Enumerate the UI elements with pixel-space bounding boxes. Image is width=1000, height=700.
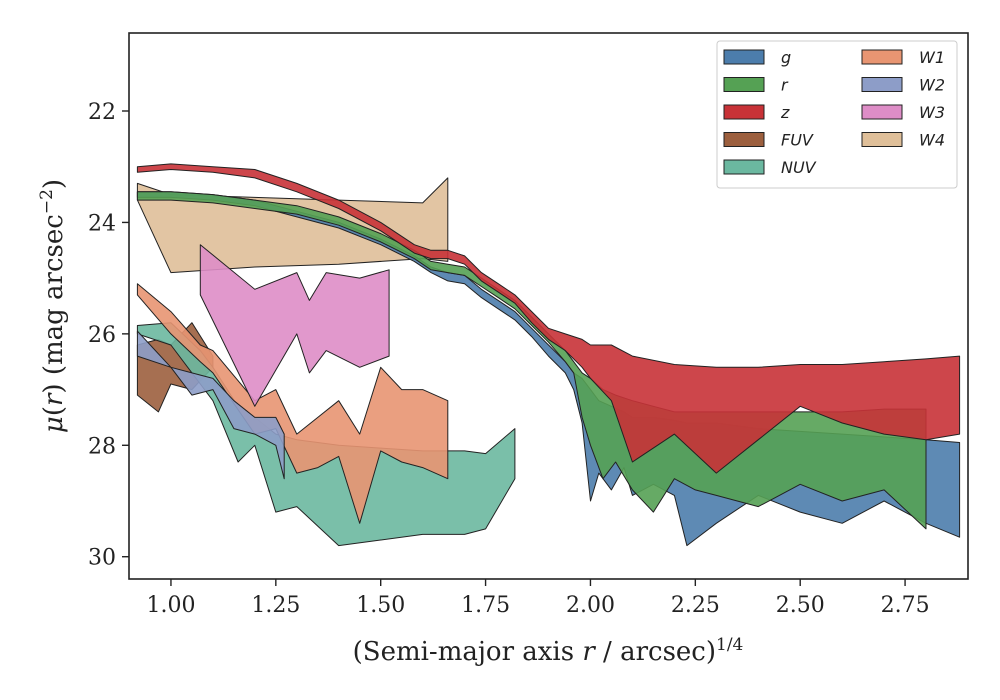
x-tick-label: 2.75 (881, 593, 930, 618)
legend-swatch-w4 (861, 132, 903, 147)
area-w3 (199, 244, 390, 407)
y-tick-label: 22 (88, 100, 116, 125)
x-tick-label: 2.00 (566, 593, 615, 618)
legend-label-w2: W2 (919, 76, 945, 95)
legend-swatch-w3 (861, 104, 903, 120)
legend-label-fuv: FUV (781, 131, 814, 150)
area-w4 (136, 177, 449, 274)
x-tick-label: 2.25 (671, 593, 720, 618)
legend-swatch-w1 (861, 49, 903, 65)
area-series-group (136, 163, 961, 547)
x-tick-label: 1.50 (356, 593, 405, 618)
area-z (136, 163, 961, 474)
y-axis-ticks: 22 24 26 28 30 (88, 100, 129, 571)
area-w2 (136, 330, 285, 480)
legend-label-w1: W1 (919, 48, 945, 67)
x-tick-label: 1.75 (461, 593, 510, 618)
plot-frame (128, 32, 969, 580)
legend-swatch-g (723, 49, 765, 65)
legend-swatch-z (723, 104, 765, 120)
legend-label-r: r (781, 76, 789, 95)
x-axis-ticks: 1.00 1.25 1.50 1.75 2.00 2.25 2.50 2.75 (146, 579, 930, 618)
legend-label-z: z (780, 103, 790, 122)
legend: grz FUV NUV W1 W2 W3 W4 (716, 40, 958, 189)
x-tick-label: 1.00 (146, 593, 195, 618)
y-tick-label: 26 (88, 323, 116, 348)
y-tick-label: 28 (88, 434, 116, 459)
legend-swatch-nuv (723, 159, 765, 175)
y-tick-label: 30 (88, 546, 116, 571)
x-tick-label: 1.25 (251, 593, 300, 618)
legend-swatch-w2 (861, 77, 903, 92)
y-tick-label: 24 (88, 211, 116, 236)
legend-swatch-fuv (723, 132, 765, 147)
legend-label-nuv: NUV (781, 158, 817, 177)
legend-label-g: g (781, 48, 791, 67)
x-tick-label: 2.50 (776, 593, 825, 618)
legend-swatch-r (723, 77, 765, 92)
y-axis-label: μ(r) (mag arcsec−2) (37, 179, 69, 433)
x-axis-label: (Semi-major axis r / arcsec)1/4 (353, 635, 744, 667)
legend-label-w4: W4 (919, 131, 945, 150)
legend-label-w3: W3 (919, 103, 945, 122)
